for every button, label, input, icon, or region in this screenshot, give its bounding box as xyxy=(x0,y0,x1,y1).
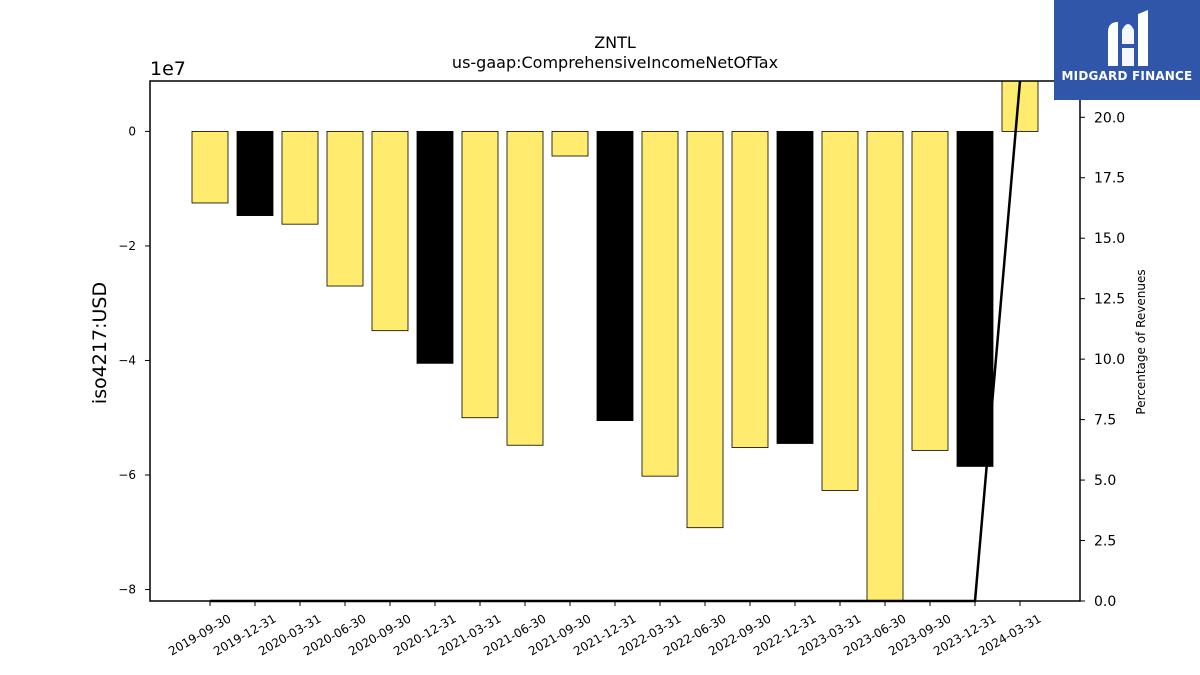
y-tick-label: −6 xyxy=(118,468,136,482)
bar-2021-06-30 xyxy=(506,130,544,446)
y-tick-label: −2 xyxy=(118,239,136,253)
bar-2021-12-31 xyxy=(596,130,634,422)
bar-2019-12-31 xyxy=(236,130,274,216)
bar-2023-06-30 xyxy=(866,130,904,602)
bar-2023-12-31 xyxy=(956,130,994,467)
y-tick-label: 0 xyxy=(128,124,136,138)
bar-2022-06-30 xyxy=(686,130,724,529)
bar-2022-09-30 xyxy=(731,130,769,448)
plot-frame xyxy=(149,80,1081,602)
y2-tick-label: 5.0 xyxy=(1094,473,1116,489)
chart-title: ZNTL xyxy=(594,33,636,52)
chart-subtitle: us-gaap:ComprehensiveIncomeNetOfTax xyxy=(452,53,778,72)
bar-2022-12-31 xyxy=(776,130,814,444)
bar-2020-06-30 xyxy=(326,130,364,287)
bar-2023-09-30 xyxy=(911,130,949,451)
y-offset-label: 1e7 xyxy=(150,58,186,80)
y2-tick-label: 10.0 xyxy=(1094,352,1125,368)
y2-axis-label: Percentage of Revenues xyxy=(1134,269,1148,414)
brand-logo: MIDGARD FINANCE xyxy=(1054,0,1200,100)
logo-icon xyxy=(1108,10,1148,66)
logo-text: MIDGARD FINANCE xyxy=(1061,69,1193,83)
bar-2021-09-30 xyxy=(551,130,589,157)
y-tick-label: −8 xyxy=(118,583,136,597)
bar-2020-09-30 xyxy=(371,130,409,332)
y-tick-label: −4 xyxy=(118,353,136,367)
y2-tick-label: 0.0 xyxy=(1094,594,1116,610)
bar-2022-03-31 xyxy=(641,130,679,477)
y2-tick-label: 15.0 xyxy=(1094,231,1125,247)
y2-tick-label: 12.5 xyxy=(1094,292,1125,308)
y2-tick-label: 7.5 xyxy=(1094,413,1116,429)
bar-2020-03-31 xyxy=(281,130,319,225)
bar-2020-12-31 xyxy=(416,130,454,364)
bar-2021-03-31 xyxy=(461,130,499,419)
y2-tick-label: 17.5 xyxy=(1094,171,1125,187)
y2-tick-label: 2.5 xyxy=(1094,534,1116,550)
bar-2023-03-31 xyxy=(821,130,859,491)
y2-tick-label: 20.0 xyxy=(1094,110,1125,126)
bar-2019-09-30 xyxy=(191,130,229,204)
y-axis-label: iso4217:USD xyxy=(89,282,111,404)
